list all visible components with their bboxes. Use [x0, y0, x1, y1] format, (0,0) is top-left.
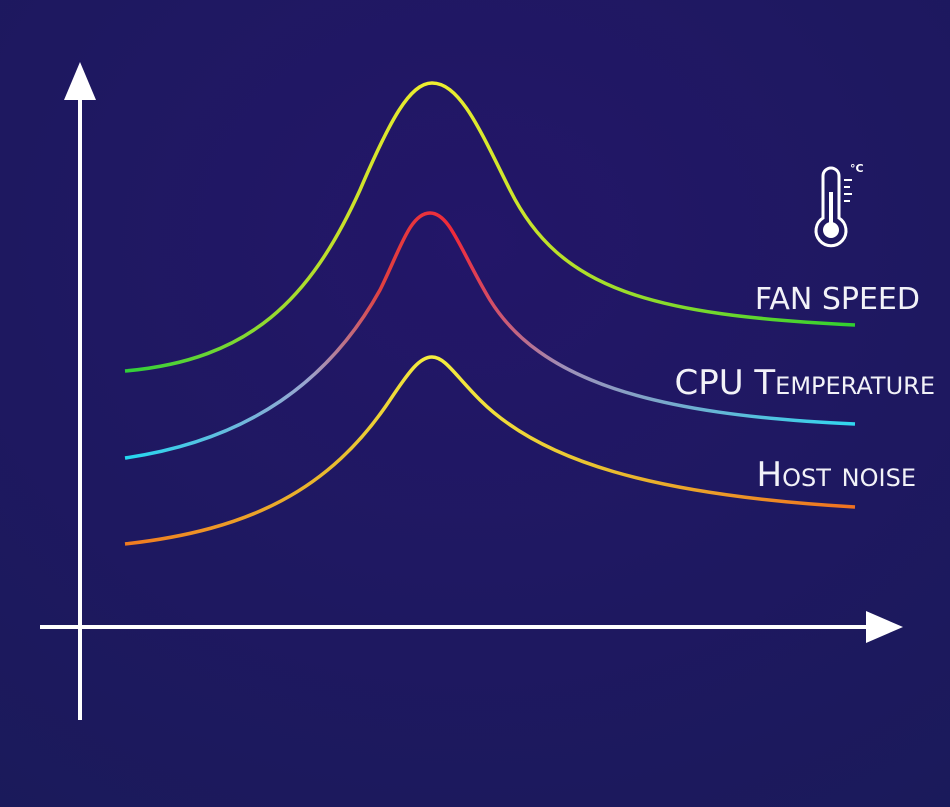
unit-label: °C [850, 162, 864, 175]
fan-speed-curve [124, 81, 856, 373]
host-noise-label: Host noise [757, 455, 916, 495]
x-arrow [866, 611, 903, 643]
fan-speed-label: FAN SPEED [755, 282, 920, 317]
cpu-temperature-curve [124, 211, 856, 460]
y-arrow [64, 62, 96, 100]
thermometer-icon [814, 166, 852, 248]
cpu-temperature-label: CPU Temperature [674, 363, 935, 403]
host-noise-curve [124, 355, 856, 546]
